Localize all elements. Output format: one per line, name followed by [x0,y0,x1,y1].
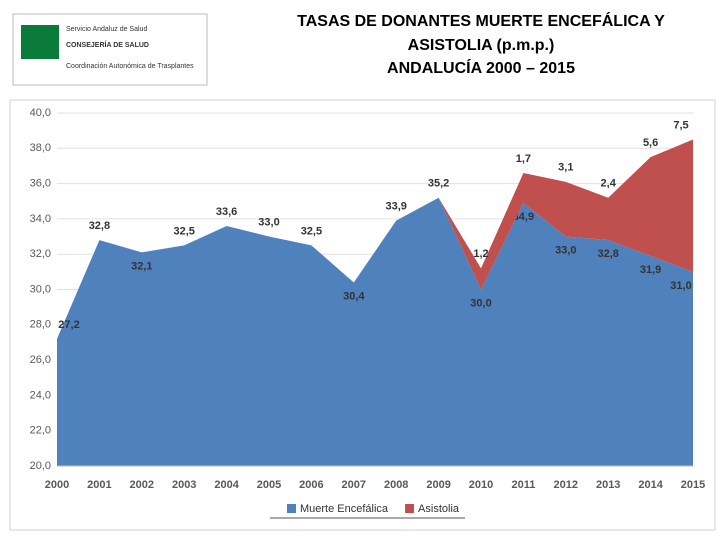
data-label: 32,8 [597,248,618,260]
data-label: 30,4 [343,290,365,302]
area [438,139,693,290]
y-tick-label: 24,0 [30,389,51,401]
y-tick-label: 26,0 [30,354,51,366]
y-tick-label: 32,0 [30,248,51,260]
legend-label: Muerte Encefálica [300,503,389,515]
data-label: 27,2 [58,319,79,331]
data-label: 33,9 [385,201,406,213]
chart-frame [9,99,716,531]
logo-text: CONSEJERÍA DE SALUD [66,40,149,49]
logo-emblem [21,25,59,59]
legend-swatch [405,504,415,513]
data-label: 1,7 [516,153,531,165]
x-tick-label: 2012 [554,479,578,491]
area [57,197,693,466]
x-tick-label: 2009 [426,479,450,491]
data-label: 5,6 [643,137,658,149]
data-label: 33,0 [258,216,279,228]
x-tick-label: 2013 [596,479,620,491]
data-label: 35,2 [428,178,449,190]
x-tick-label: 2014 [638,479,663,491]
y-tick-label: 28,0 [30,319,51,331]
logo-text: Servicio Andaluz de Salud [66,26,147,33]
x-tick-label: 2005 [257,479,281,491]
x-tick-label: 2006 [299,479,323,491]
logo-text: Coordinación Autonómica de Trasplantes [66,63,194,70]
y-tick-label: 38,0 [30,142,51,154]
x-tick-label: 2007 [342,479,366,491]
chart-title: TASAS DE DONANTES MUERTE ENCEFÁLICA Y [297,11,665,30]
x-tick-label: 2001 [87,479,111,491]
x-tick-label: 2011 [511,479,535,491]
x-tick-label: 2004 [214,479,239,491]
y-tick-label: 40,0 [30,107,51,119]
chart-title: ASISTOLIA (p.m.p.) [408,37,555,54]
data-label: 7,5 [673,119,688,131]
chart-title: ANDALUCÍA 2000 – 2015 [387,58,575,77]
data-label: 32,5 [301,225,322,237]
x-tick-label: 2003 [172,479,196,491]
data-label: 32,5 [173,225,194,237]
data-label: 31,9 [640,264,661,276]
legend-swatch [287,504,296,513]
x-tick-label: 2000 [45,479,69,491]
y-tick-label: 36,0 [30,178,51,190]
data-label: 32,8 [89,220,110,232]
x-tick-label: 2015 [681,479,705,491]
y-tick-label: 30,0 [30,283,51,295]
data-label: 31,0 [670,280,691,292]
data-label: 33,6 [216,206,237,218]
data-label: 30,0 [470,297,491,309]
data-label: 32,1 [131,260,152,272]
x-tick-label: 2008 [384,479,408,491]
data-label: 3,1 [558,162,573,174]
data-label: 33,0 [555,244,576,256]
y-tick-label: 22,0 [30,425,51,437]
y-tick-label: 34,0 [30,213,51,225]
x-tick-label: 2010 [469,479,493,491]
legend-label: Asistolia [418,503,460,515]
y-tick-label: 20,0 [30,460,51,472]
x-tick-label: 2002 [130,479,154,491]
data-label: 1,2 [473,248,488,260]
data-label: 2,4 [601,178,617,190]
